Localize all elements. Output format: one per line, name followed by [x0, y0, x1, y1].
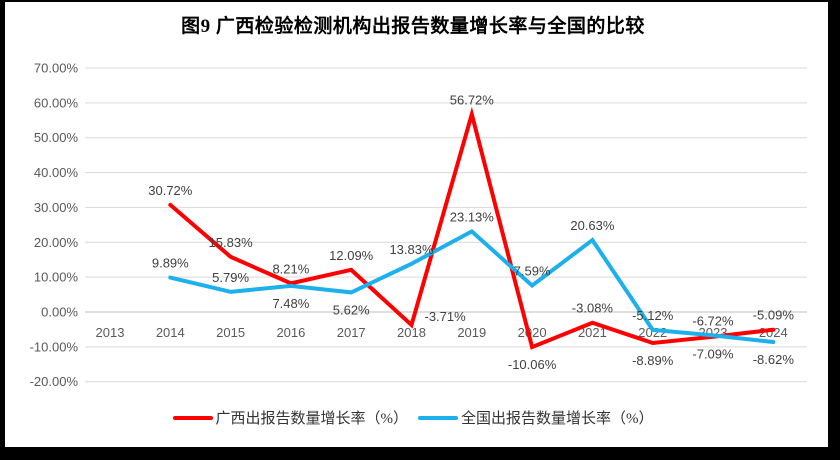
svg-text:30.72%: 30.72% — [148, 183, 193, 198]
gridlines — [85, 67, 807, 383]
legend-swatch-guangxi-icon — [172, 415, 213, 420]
legend-item-national: 全国出报告数量增长率（%） — [418, 407, 654, 428]
svg-text:-3.08%: -3.08% — [572, 301, 614, 316]
svg-text:-3.71%: -3.71% — [425, 309, 467, 324]
svg-text:60.00%: 60.00% — [34, 95, 79, 110]
legend-label-guangxi: 广西出报告数量增长率（%） — [215, 411, 409, 427]
legend-swatch-national-icon — [418, 415, 458, 420]
svg-text:13.83%: 13.83% — [389, 242, 434, 257]
svg-text:-20.00%: -20.00% — [30, 374, 79, 389]
chart-title: 图9 广西检验检测机构出报告数量增长率与全国的比较 — [181, 16, 645, 37]
x-axis-category-labels: 2013 2014 2015 2016 2017 2018 2019 2020 2021 2022… — [96, 325, 788, 340]
svg-text:5.79%: 5.79% — [212, 270, 249, 285]
svg-text:-8.62%: -8.62% — [753, 352, 795, 367]
svg-text:20.00%: 20.00% — [34, 235, 79, 250]
svg-text:30.00%: 30.00% — [34, 200, 79, 215]
svg-text:2017: 2017 — [337, 325, 366, 340]
svg-text:-7.09%: -7.09% — [692, 347, 734, 362]
series-data-labels-0: 30.72% 15.83% 8.21% 12.09% -3.71% 56.72% -10.0… — [148, 92, 794, 372]
svg-text:7.59%: 7.59% — [514, 264, 551, 279]
svg-text:50.00%: 50.00% — [34, 130, 79, 145]
series-line-1 — [168, 228, 776, 345]
svg-text:-6.72%: -6.72% — [692, 313, 734, 328]
svg-text:-10.06%: -10.06% — [508, 357, 557, 372]
legend-label-national: 全国出报告数量增长率（%） — [461, 411, 654, 427]
legend: 广西出报告数量增长率（%） 全国出报告数量增长率（%） — [0, 407, 826, 428]
svg-text:15.83%: 15.83% — [209, 235, 254, 250]
svg-text:2021: 2021 — [578, 325, 607, 340]
svg-text:2013: 2013 — [96, 325, 125, 340]
svg-text:2019: 2019 — [457, 325, 486, 340]
legend-item-guangxi: 广西出报告数量增长率（%） — [172, 407, 409, 428]
svg-text:-10.00%: -10.00% — [30, 339, 79, 354]
svg-text:56.72%: 56.72% — [450, 92, 495, 107]
svg-text:20.63%: 20.63% — [570, 218, 615, 233]
svg-text:5.62%: 5.62% — [333, 302, 370, 317]
svg-text:0.00%: 0.00% — [41, 305, 78, 320]
svg-text:9.89%: 9.89% — [152, 256, 189, 271]
svg-text:-5.12%: -5.12% — [632, 308, 674, 323]
series-line-0 — [168, 106, 776, 350]
y-axis-tick-labels: -20.00% -10.00% 0.00% 10.00% 20.00% 30.00% 40.… — [30, 61, 79, 390]
svg-text:70.00%: 70.00% — [34, 61, 79, 76]
svg-text:8.21%: 8.21% — [272, 261, 309, 276]
svg-text:10.00%: 10.00% — [34, 270, 79, 285]
svg-text:40.00%: 40.00% — [34, 165, 79, 180]
svg-text:2018: 2018 — [397, 325, 426, 340]
svg-text:2020: 2020 — [518, 325, 547, 340]
svg-text:2014: 2014 — [156, 325, 185, 340]
svg-text:2015: 2015 — [216, 325, 245, 340]
svg-text:2016: 2016 — [276, 325, 305, 340]
series-data-labels-1: 9.89% 5.79% 7.48% 5.62% 13.83% 23.13% 7.59% 20.… — [152, 209, 794, 367]
svg-text:23.13%: 23.13% — [450, 209, 495, 224]
svg-text:12.09%: 12.09% — [329, 248, 374, 263]
svg-text:-5.09%: -5.09% — [753, 308, 795, 323]
svg-text:-8.89%: -8.89% — [632, 353, 674, 368]
svg-text:7.48%: 7.48% — [272, 296, 309, 311]
